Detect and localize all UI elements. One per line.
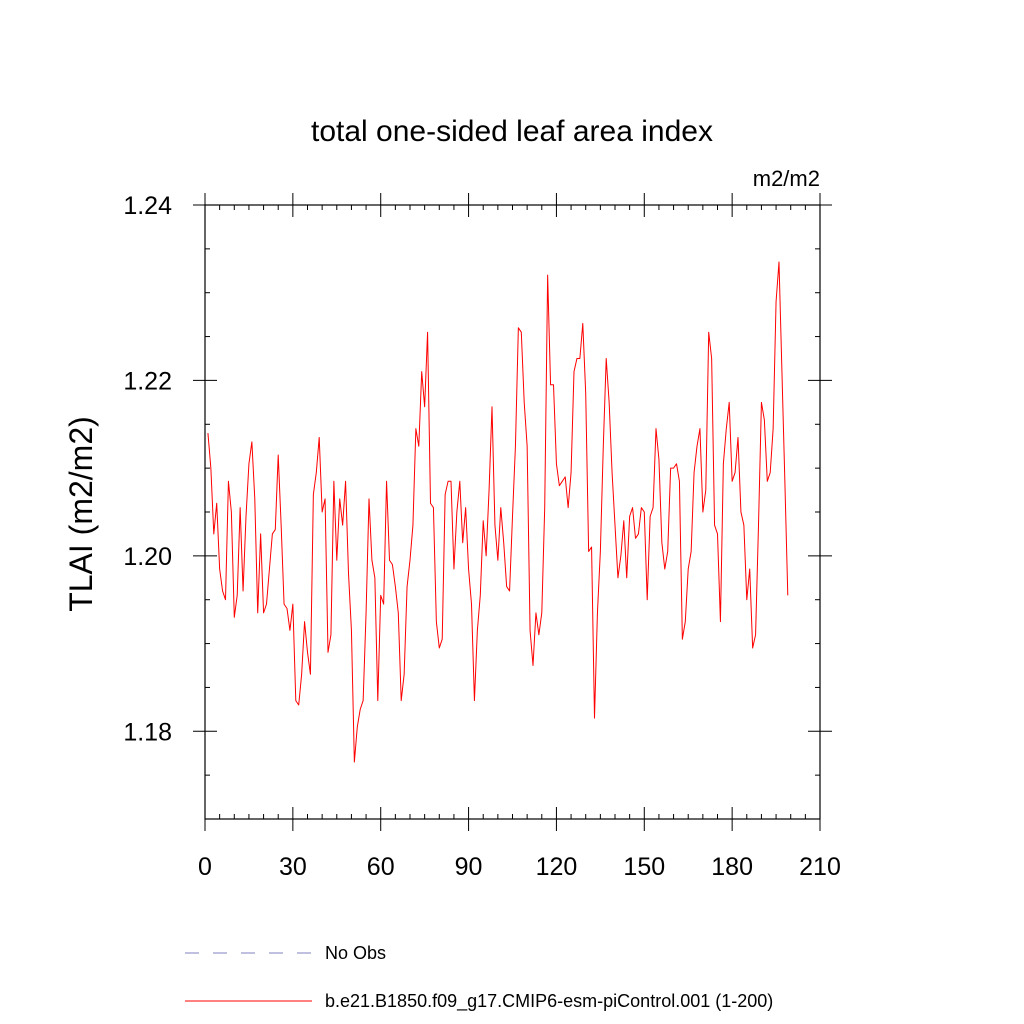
y-tick-label: 1.18 [123, 718, 172, 746]
x-tick-label: 120 [536, 853, 578, 881]
y-axis-label: TLAI (m2/m2) [63, 416, 99, 612]
y-tick-label: 1.20 [123, 543, 172, 571]
x-tick-label: 180 [711, 853, 753, 881]
legend-no-obs-label: No Obs [325, 943, 386, 963]
series-line [207, 261, 789, 763]
x-tick-label: 150 [623, 853, 665, 881]
x-tick-label: 0 [198, 853, 212, 881]
y-axis-ticks [193, 204, 832, 820]
x-axis-ticks [204, 193, 821, 831]
chart-title: total one-sided leaf area index [311, 115, 713, 148]
legend: No Obs b.e21.B1850.f09_g17.CMIP6-esm-piC… [185, 943, 773, 1012]
x-tick-label: 60 [367, 853, 395, 881]
y-tick-label: 1.22 [123, 367, 172, 395]
x-tick-label: 210 [799, 853, 841, 881]
x-axis-tick-labels: 0 30 60 90 120 150 180 210 [198, 853, 841, 881]
x-tick-label: 30 [279, 853, 307, 881]
x-tick-label: 90 [455, 853, 483, 881]
y-axis-tick-labels: 1.18 1.20 1.22 1.24 [123, 192, 172, 746]
units-label: m2/m2 [753, 166, 820, 191]
legend-series-label: b.e21.B1850.f09_g17.CMIP6-esm-piControl.… [325, 991, 773, 1012]
y-tick-label: 1.24 [123, 192, 172, 220]
